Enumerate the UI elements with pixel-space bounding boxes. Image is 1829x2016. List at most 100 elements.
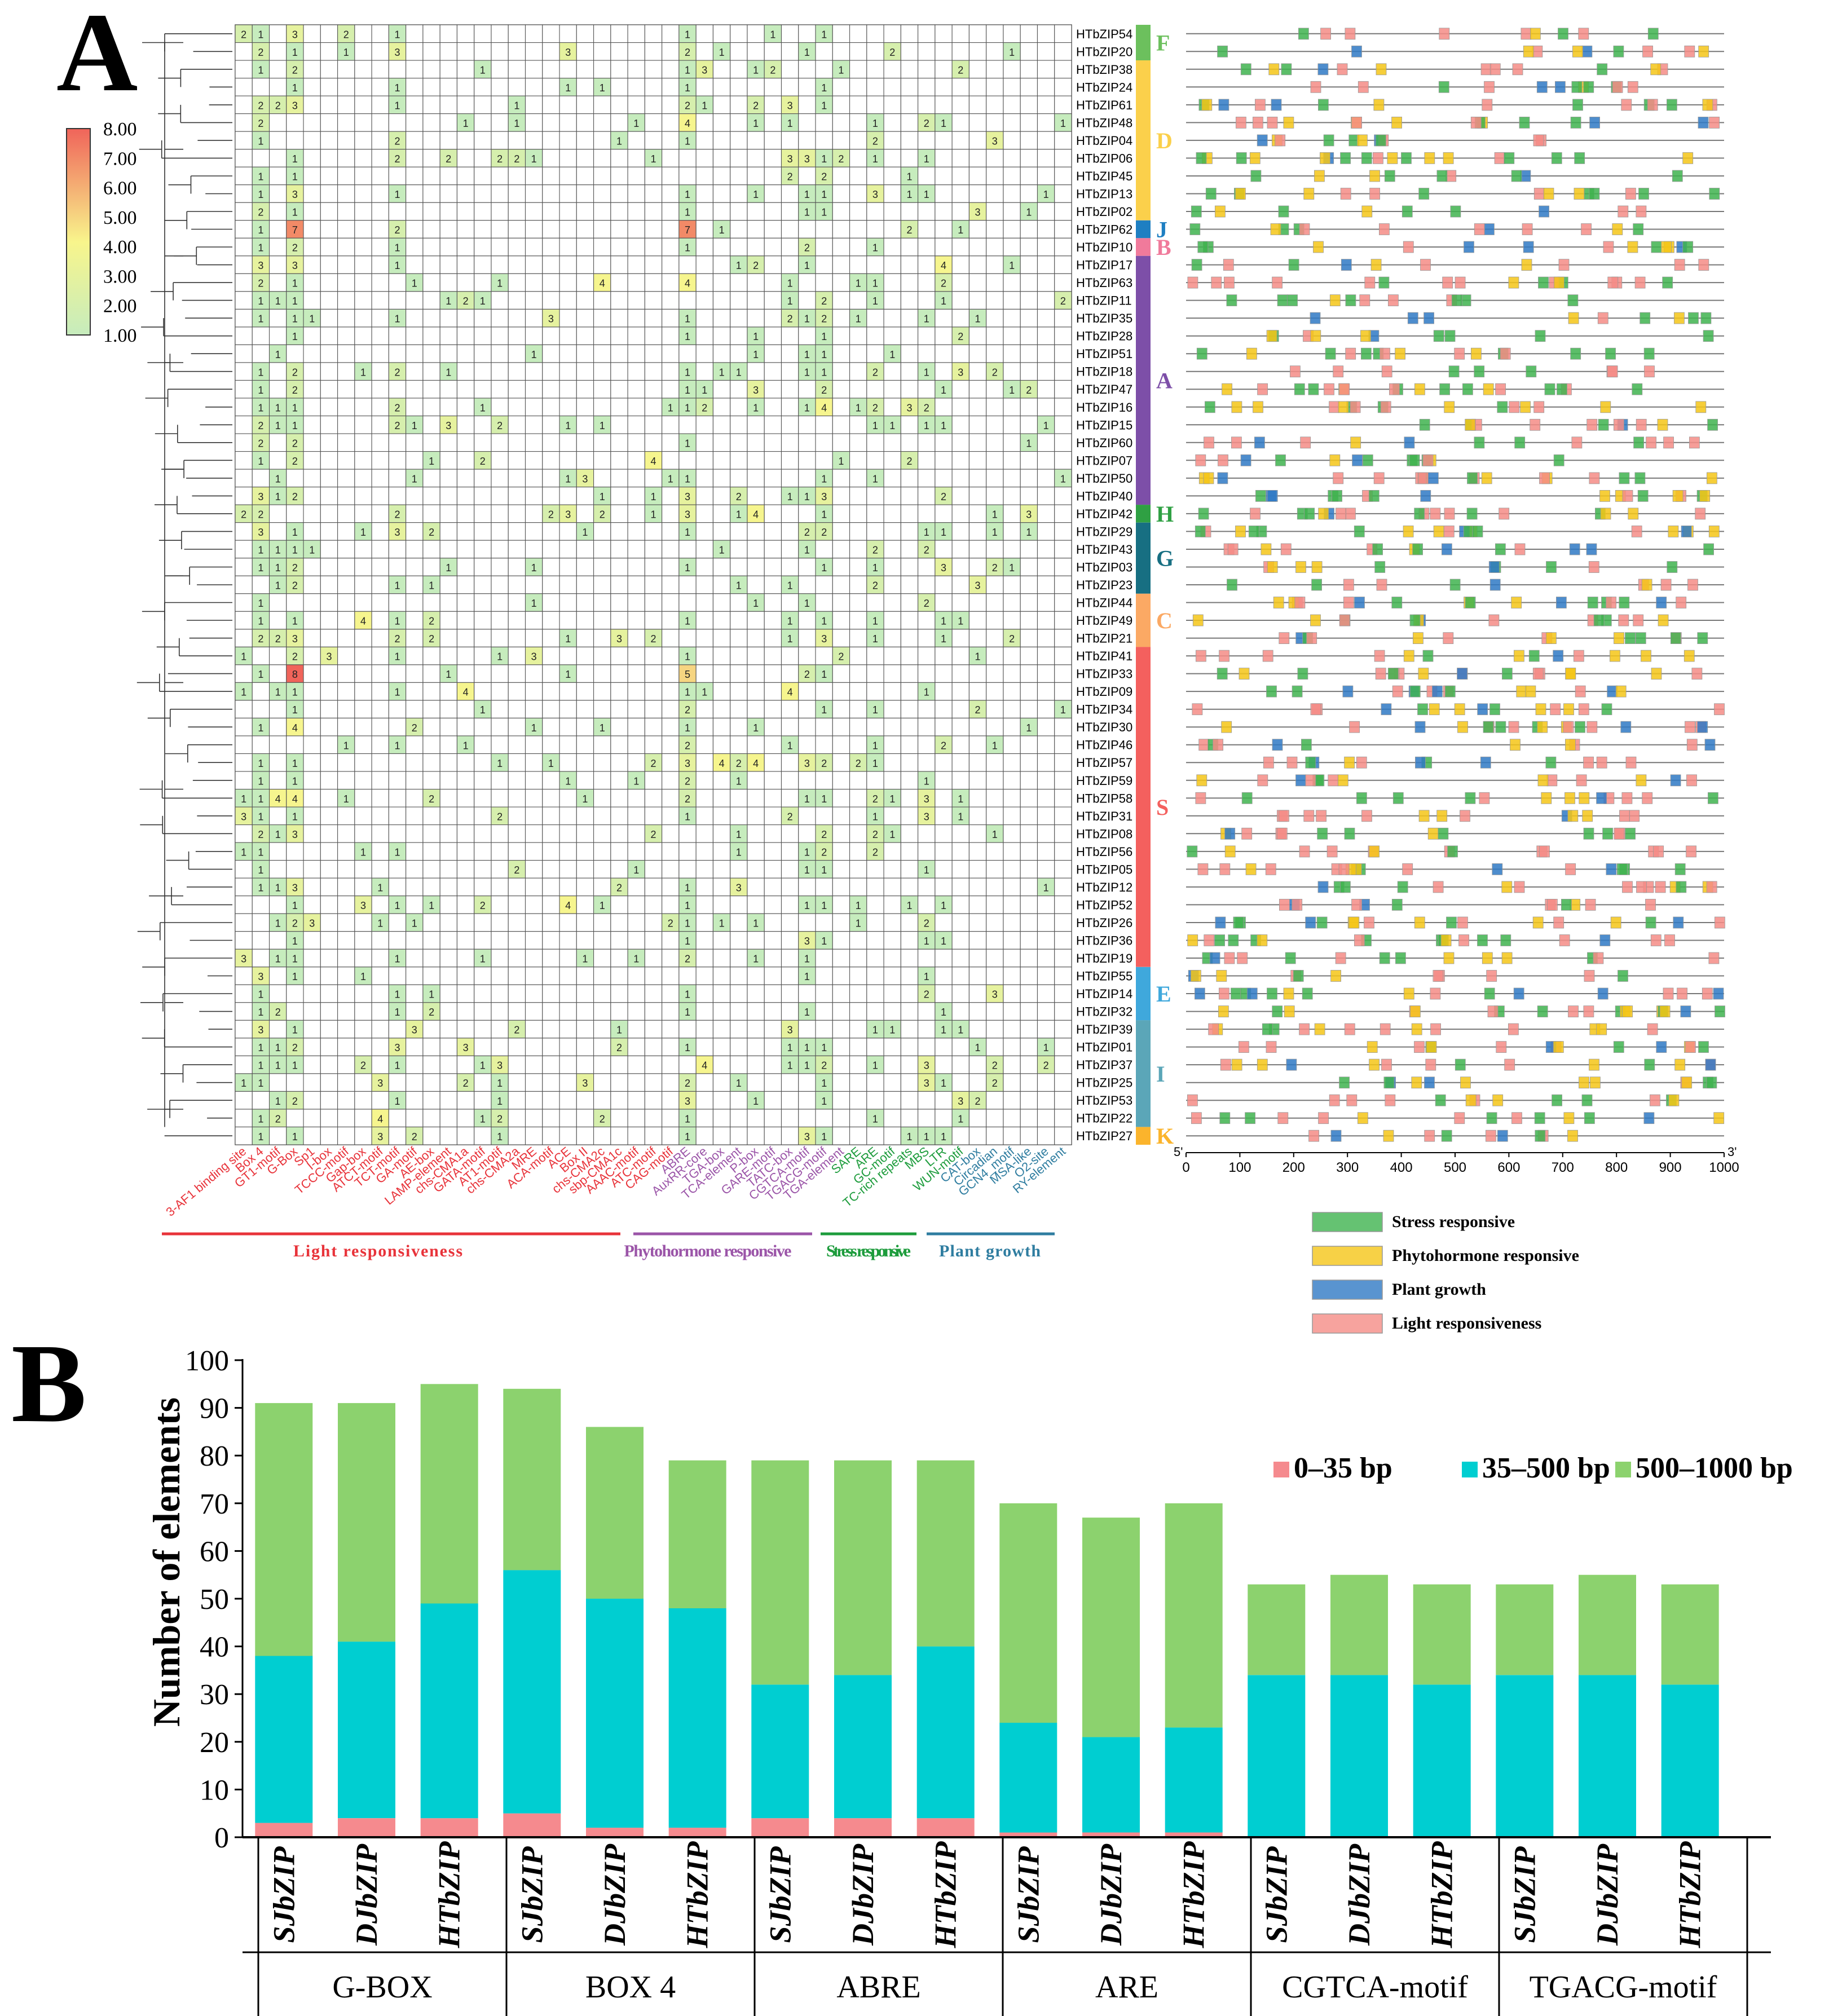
heatmap-cell [337, 771, 355, 790]
heatmap-cell-value: 3 [258, 527, 263, 538]
heatmap-cell [644, 931, 663, 950]
heatmap-cell [935, 308, 953, 328]
heatmap-cell-value: 2 [821, 527, 827, 538]
heatmap-cell [559, 344, 577, 363]
heatmap-cell [678, 842, 697, 861]
heatmap-cell [508, 451, 526, 470]
bar-segment [255, 1656, 313, 1823]
promoter-motif [1565, 863, 1576, 875]
heatmap-cell [849, 362, 867, 381]
heatmap-cell-value: 1 [668, 473, 673, 484]
heatmap-cell [712, 95, 731, 114]
heatmap-cell [644, 806, 663, 826]
heatmap-cell [883, 931, 901, 950]
heatmap-cell [508, 753, 526, 772]
heatmap-cell [662, 984, 680, 1003]
gene-label: HTbZIP30 [1076, 720, 1132, 734]
heatmap-cell [354, 202, 372, 221]
heatmap-cell [678, 291, 697, 310]
heatmap-cell [644, 700, 663, 718]
heatmap-cell [371, 344, 389, 363]
promoter-motif [1642, 792, 1653, 804]
heatmap-cell-value: 2 [685, 704, 690, 716]
heatmap-cell [764, 149, 782, 167]
heatmap-cell [235, 753, 253, 772]
heatmap-cell [525, 611, 543, 630]
promoter-motif [1439, 383, 1451, 395]
heatmap-cell-value: 1 [924, 420, 929, 431]
heatmap-cell [593, 327, 611, 345]
heatmap-cell [832, 735, 850, 755]
heatmap-cell [849, 291, 867, 310]
heatmap-cell [576, 487, 594, 505]
promoter-motif [1187, 1094, 1198, 1106]
promoter-motif [1448, 365, 1460, 378]
heatmap-cell [662, 540, 680, 559]
heatmap-cell-value: 1 [941, 295, 946, 307]
heatmap-cell-value: 1 [702, 687, 707, 698]
heatmap-cell [593, 291, 611, 310]
heatmap-cell [627, 717, 645, 736]
heatmap-cell-value: 1 [821, 189, 827, 200]
subfamily-segment [1136, 238, 1151, 256]
heatmap-cell-value: 1 [838, 456, 844, 467]
heatmap-cell [610, 682, 628, 701]
promoter-motif [1411, 1077, 1422, 1089]
heatmap-cell-value: 3 [292, 883, 298, 894]
heatmap-cell [354, 131, 372, 150]
heatmap-cell [337, 860, 355, 879]
promoter-motif [1618, 614, 1629, 627]
promoter-motif [1414, 756, 1426, 769]
heatmap-cell [747, 558, 765, 576]
heatmap-cell [849, 949, 867, 968]
heatmap-cell [303, 540, 321, 559]
heatmap-cell-value: 1 [514, 100, 519, 111]
promoter-motif [1465, 418, 1476, 431]
heatmap-cell [542, 700, 560, 718]
promoter-motif [1217, 45, 1228, 58]
heatmap-cell [320, 433, 338, 452]
heatmap-cell [1003, 788, 1021, 808]
heatmap-cell [422, 1126, 440, 1145]
heatmap-cell [268, 753, 287, 772]
heatmap-cell-value: 1 [241, 687, 246, 698]
heatmap-cell [610, 522, 628, 541]
heatmap-cell-value: 3 [292, 29, 298, 40]
heatmap-cell [593, 593, 611, 612]
heatmap-cell-value: 2 [821, 171, 827, 183]
heatmap-cell [747, 771, 765, 790]
heatmap-cell [235, 700, 253, 718]
heatmap-cell-value: 1 [1026, 207, 1032, 218]
heatmap-cell [1054, 469, 1072, 488]
color-scale-bar [66, 128, 91, 336]
heatmap-cell [695, 949, 713, 968]
heatmap-cell-value: 3 [685, 509, 690, 520]
heatmap-cell-value: 1 [889, 1025, 895, 1036]
heatmap-cell-value: 1 [804, 189, 810, 200]
heatmap-cell [968, 593, 987, 612]
heatmap-cell [849, 558, 867, 576]
heatmap-cell [662, 1055, 680, 1074]
heatmap-cell [456, 380, 475, 399]
heatmap-cell [406, 575, 424, 594]
legend-swatch [1312, 1246, 1383, 1266]
heatmap-cell [422, 1055, 440, 1074]
promoter-motif [1292, 685, 1303, 698]
heatmap-cell [593, 1020, 611, 1039]
heatmap-cell [1054, 629, 1072, 647]
heatmap-cell [456, 522, 475, 541]
heatmap-cell [918, 237, 936, 257]
heatmap-cell [918, 629, 936, 647]
promoter-motif [1277, 1112, 1289, 1124]
heatmap-cell [662, 202, 680, 221]
heatmap-cell [1037, 149, 1055, 167]
heatmap-cell-value: 2 [753, 260, 759, 271]
heatmap-cell-value: 2 [600, 509, 605, 520]
heatmap-cell [268, 380, 287, 399]
heatmap-cell [644, 860, 663, 879]
heatmap-cell-value: 2 [906, 224, 912, 236]
heatmap-cell [235, 895, 253, 914]
heatmap-cell [508, 984, 526, 1003]
heatmap-cell-value: 1 [394, 82, 400, 94]
heatmap-cell-value: 1 [872, 562, 878, 574]
